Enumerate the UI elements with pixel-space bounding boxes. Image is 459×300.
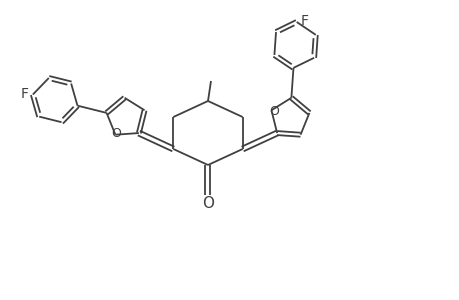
Text: O: O — [269, 105, 279, 118]
Text: F: F — [300, 14, 308, 28]
Text: F: F — [21, 86, 29, 100]
Text: O: O — [111, 127, 121, 140]
Text: O: O — [202, 196, 213, 211]
